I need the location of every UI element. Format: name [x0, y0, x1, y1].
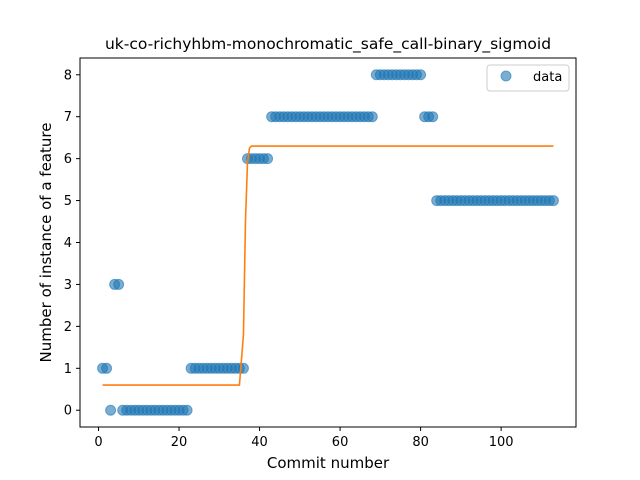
data-point	[547, 195, 559, 207]
x-tick-label: 80	[412, 435, 429, 450]
data-point	[181, 404, 193, 416]
legend-label-data: data	[533, 70, 562, 85]
fit-line	[102, 145, 554, 386]
y-axis-label: Number of instance of a feature	[37, 123, 55, 363]
y-tick-label: 5	[64, 194, 72, 209]
data-point	[262, 153, 274, 165]
x-tick-label: 60	[332, 435, 349, 450]
y-tick-label: 0	[64, 404, 72, 419]
x-tick-label: 40	[251, 435, 268, 450]
legend: data	[486, 64, 570, 92]
y-tick-label: 3	[64, 278, 72, 293]
x-tick-label: 0	[94, 435, 102, 450]
y-tick-label: 6	[64, 152, 72, 167]
y-tick-label: 7	[64, 110, 72, 125]
data-point	[415, 69, 427, 81]
x-tick-label: 100	[489, 435, 514, 450]
axis-ticks: 0 20 40 60 80 100 0 1 2 3 4 5 6 7 8	[64, 68, 514, 450]
data-point	[105, 404, 117, 416]
y-tick-label: 2	[64, 320, 72, 335]
x-axis-label: Commit number	[267, 454, 390, 472]
plot-area	[97, 69, 559, 416]
data-point	[101, 362, 113, 374]
chart-title: uk-co-richyhbm-monochromatic_safe_call-b…	[105, 35, 551, 54]
data-point	[427, 111, 439, 123]
x-tick-label: 20	[171, 435, 188, 450]
y-tick-label: 1	[64, 362, 72, 377]
y-tick-label: 8	[64, 68, 72, 83]
legend-data-marker	[500, 70, 512, 82]
y-tick-label: 4	[64, 236, 72, 251]
data-point	[366, 111, 378, 123]
data-point	[113, 278, 125, 290]
